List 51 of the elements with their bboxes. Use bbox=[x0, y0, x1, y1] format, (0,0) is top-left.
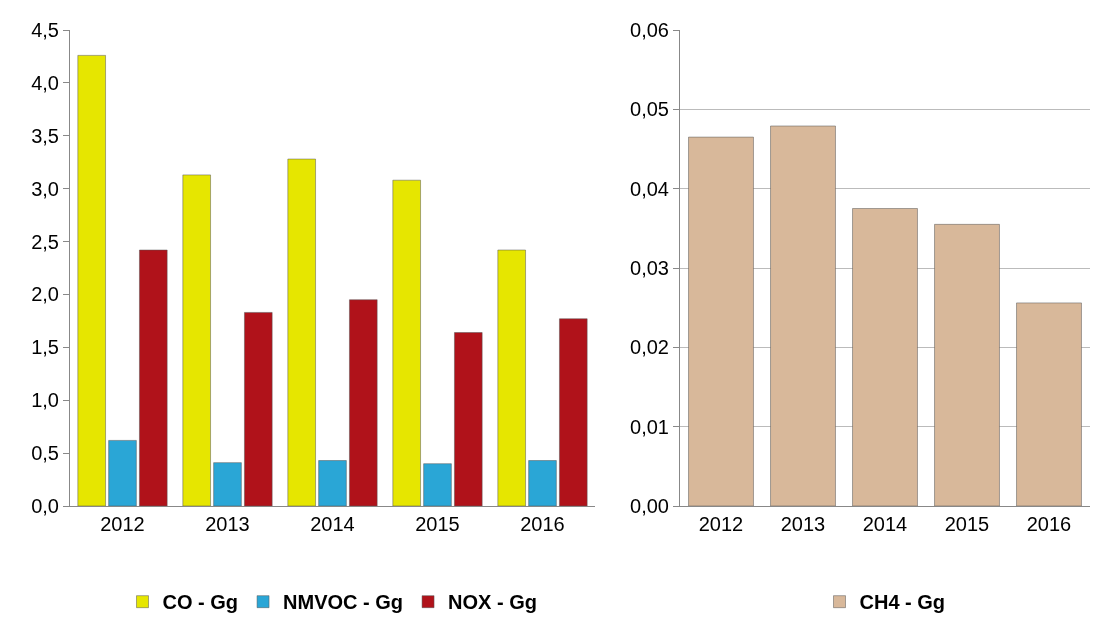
y-tick-label: 4,0 bbox=[31, 71, 59, 94]
bar bbox=[244, 312, 273, 506]
y-tick-label: 0,0 bbox=[31, 495, 59, 517]
bar bbox=[528, 460, 557, 506]
x-tick-label: 2014 bbox=[862, 513, 908, 535]
bar bbox=[423, 463, 452, 506]
x-tick-label: 2016 bbox=[1026, 513, 1072, 535]
y-tick-label: 0,05 bbox=[630, 98, 669, 121]
x-tick-label: 2013 bbox=[205, 513, 250, 535]
bar bbox=[392, 179, 421, 506]
y-tick-label: 0,06 bbox=[630, 19, 669, 41]
y-tick-label: 0,02 bbox=[630, 336, 669, 359]
legend-label: NOX - Gg bbox=[448, 591, 537, 614]
bar bbox=[497, 249, 526, 506]
bar bbox=[287, 158, 316, 506]
bar bbox=[559, 318, 588, 506]
legend-label: CO - Gg bbox=[162, 591, 239, 614]
bar bbox=[318, 460, 347, 506]
x-tick-label: 2015 bbox=[415, 513, 460, 535]
y-tick-label: 0,03 bbox=[630, 257, 669, 279]
y-tick-label: 0,01 bbox=[630, 415, 669, 438]
legend-label: NMVOC - Gg bbox=[283, 591, 404, 614]
y-tick-label: 3,0 bbox=[31, 177, 59, 200]
x-tick-label: 2012 bbox=[100, 513, 145, 535]
y-tick-label: 1,0 bbox=[31, 389, 59, 412]
bar bbox=[139, 249, 168, 506]
bar bbox=[213, 462, 242, 506]
y-tick-label: 0,5 bbox=[31, 442, 59, 465]
y-tick-label: 2,0 bbox=[31, 283, 59, 306]
bar bbox=[1016, 302, 1082, 506]
x-tick-label: 2012 bbox=[698, 513, 744, 535]
bar bbox=[770, 125, 836, 506]
bar bbox=[349, 299, 378, 506]
bar bbox=[852, 208, 918, 506]
y-tick-label: 0,04 bbox=[630, 177, 669, 200]
bar bbox=[454, 332, 483, 506]
bar bbox=[688, 136, 754, 506]
x-tick-label: 2014 bbox=[310, 513, 355, 535]
bar bbox=[77, 55, 106, 506]
y-tick-label: 4,5 bbox=[31, 19, 59, 41]
bar bbox=[108, 440, 137, 506]
bar bbox=[182, 174, 211, 506]
x-tick-label: 2015 bbox=[944, 513, 990, 535]
legend-label: CH4 - Gg bbox=[859, 591, 946, 614]
y-tick-label: 3,5 bbox=[31, 124, 59, 147]
y-tick-label: 1,5 bbox=[31, 336, 59, 359]
bar bbox=[934, 224, 1000, 506]
x-tick-label: 2013 bbox=[780, 513, 826, 535]
y-tick-label: 0,00 bbox=[630, 495, 669, 517]
x-tick-label: 2016 bbox=[520, 513, 565, 535]
y-tick-label: 2,5 bbox=[31, 230, 59, 253]
